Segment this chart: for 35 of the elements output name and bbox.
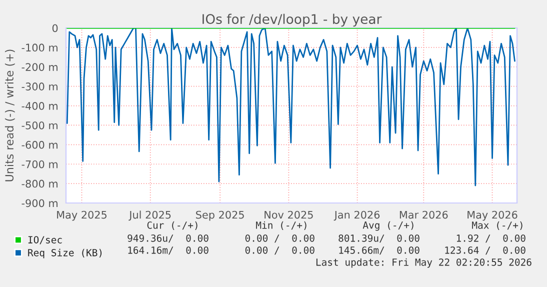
- x-tick-label: Jul 2025: [128, 210, 171, 221]
- y-tick-label: -200 m: [22, 63, 58, 71]
- line-series: [66, 28, 516, 186]
- y-tick-label: -600 m: [22, 140, 58, 149]
- text: 0.00 / 0.00: [245, 234, 314, 243]
- text: 123.64 / 0.00: [445, 246, 526, 255]
- text: Avg (-/+): [362, 221, 414, 231]
- x-tick-label: Nov 2025: [264, 210, 313, 219]
- y-tick-label: -100 m: [22, 44, 58, 52]
- text: Max (-/+): [472, 221, 522, 230]
- y-axis-title: Units read (-) / write (+): [4, 50, 15, 182]
- y-tick-label: -800 m: [22, 180, 58, 188]
- text: 801.39u/ 0.00: [338, 234, 420, 243]
- chart-title: IOs for /dev/loop1 - by year: [202, 14, 382, 27]
- text: 1.92 / 0.00: [456, 234, 526, 243]
- legend-label: Req Size (KB): [28, 248, 102, 258]
- x-tick-label: May 2026: [468, 210, 518, 221]
- text: 949.36u/ 0.00: [128, 234, 208, 243]
- y-tick-label: 0: [52, 24, 58, 32]
- x-tick-label: Mar 2026: [400, 210, 448, 219]
- y-tick-label: -700 m: [22, 160, 58, 168]
- x-tick-label: May 2025: [57, 210, 107, 221]
- legend-label: IO/sec: [28, 236, 62, 244]
- text: Cur (-/+): [147, 221, 198, 230]
- y-tick-label: -400 m: [22, 102, 58, 110]
- text: 0.00 / 0.00: [245, 246, 314, 255]
- text: 164.16m/ 0.00: [128, 246, 208, 255]
- y-tick-label: -900 m: [22, 199, 58, 208]
- x-tick-label: Sep 2025: [196, 210, 244, 221]
- text: 145.66m/ 0.00: [339, 246, 420, 255]
- y-tick-label: -300 m: [22, 82, 58, 90]
- text: Min (-/+): [256, 221, 306, 230]
- y-tick-label: -500 m: [22, 121, 58, 130]
- x-tick-label: Jan 2026: [334, 210, 380, 221]
- text: Last update: Fri May 22 02:20:55 2026: [316, 258, 532, 268]
